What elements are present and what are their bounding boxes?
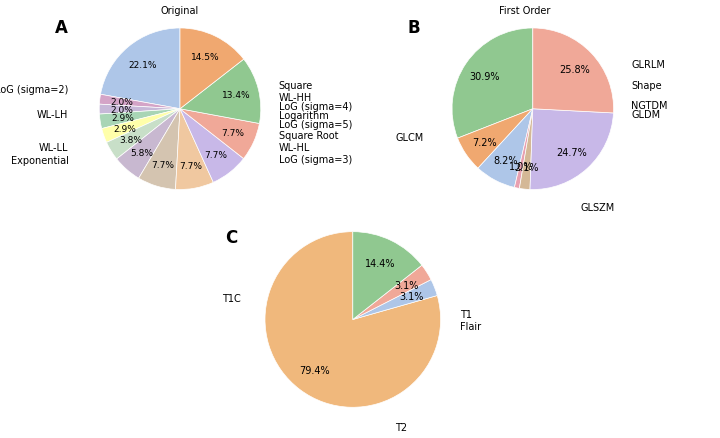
Text: 3.1%: 3.1%	[400, 292, 424, 302]
Text: WL-HL: WL-HL	[279, 142, 310, 152]
Wedge shape	[458, 110, 533, 169]
Wedge shape	[180, 60, 261, 124]
Wedge shape	[530, 110, 613, 190]
Wedge shape	[117, 110, 180, 179]
Text: Original: Original	[161, 6, 199, 16]
Wedge shape	[478, 110, 533, 188]
Wedge shape	[139, 110, 180, 190]
Text: Shape: Shape	[631, 80, 662, 90]
Text: GLSZM: GLSZM	[580, 203, 615, 213]
Wedge shape	[519, 110, 533, 190]
Wedge shape	[180, 29, 244, 110]
Text: 7.7%: 7.7%	[179, 162, 202, 171]
Text: Logarithm: Logarithm	[279, 111, 328, 121]
Text: LoG (sigma=4): LoG (sigma=4)	[279, 102, 352, 112]
Text: LoG (sigma=3): LoG (sigma=3)	[279, 155, 352, 164]
Wedge shape	[180, 110, 259, 159]
Wedge shape	[353, 280, 437, 320]
Text: 22.1%: 22.1%	[128, 60, 157, 70]
Text: 3.1%: 3.1%	[394, 281, 418, 291]
Wedge shape	[99, 110, 180, 129]
Wedge shape	[353, 232, 422, 320]
Text: 2.1%: 2.1%	[515, 162, 539, 172]
Text: NGTDM: NGTDM	[631, 100, 668, 110]
Text: 14.4%: 14.4%	[365, 258, 396, 268]
Wedge shape	[101, 29, 180, 110]
Text: T2: T2	[395, 422, 407, 431]
Wedge shape	[180, 110, 243, 183]
Text: Flair: Flair	[460, 321, 481, 331]
Wedge shape	[533, 29, 613, 114]
Text: 5.8%: 5.8%	[130, 148, 153, 158]
Text: 7.2%: 7.2%	[472, 137, 497, 147]
Text: 25.8%: 25.8%	[559, 64, 590, 74]
Wedge shape	[353, 265, 431, 320]
Text: LoG (sigma=2): LoG (sigma=2)	[0, 85, 68, 95]
Text: GLCM: GLCM	[395, 133, 424, 143]
Text: 2.9%: 2.9%	[114, 124, 137, 133]
Text: 2.9%: 2.9%	[111, 114, 134, 123]
Wedge shape	[514, 110, 533, 189]
Text: T1: T1	[460, 310, 472, 319]
Text: 3.8%: 3.8%	[119, 135, 142, 144]
Wedge shape	[265, 232, 441, 407]
Text: 7.7%: 7.7%	[151, 160, 174, 170]
Text: A: A	[55, 19, 68, 37]
Text: Square: Square	[279, 80, 312, 90]
Text: C: C	[225, 229, 238, 247]
Text: Exponential: Exponential	[11, 155, 68, 165]
Wedge shape	[452, 29, 533, 139]
Text: T1C: T1C	[222, 293, 240, 303]
Wedge shape	[107, 110, 180, 159]
Wedge shape	[99, 105, 180, 115]
Wedge shape	[102, 110, 180, 143]
Text: 2.0%: 2.0%	[111, 98, 134, 107]
Wedge shape	[176, 110, 213, 190]
Text: WL-HH: WL-HH	[279, 93, 312, 103]
Text: 13.4%: 13.4%	[222, 91, 251, 100]
Text: 2.0%: 2.0%	[110, 105, 133, 114]
Text: 30.9%: 30.9%	[469, 72, 500, 82]
Wedge shape	[99, 95, 180, 110]
Text: First Order: First Order	[499, 6, 550, 16]
Text: 24.7%: 24.7%	[557, 147, 588, 157]
Text: GLDM: GLDM	[631, 110, 660, 120]
Text: WL-LH: WL-LH	[37, 110, 68, 120]
Text: 8.2%: 8.2%	[493, 156, 518, 166]
Text: 79.4%: 79.4%	[300, 365, 330, 375]
Text: 14.5%: 14.5%	[192, 53, 220, 62]
Text: 7.7%: 7.7%	[222, 129, 245, 138]
Text: B: B	[408, 19, 420, 37]
Text: WL-LL: WL-LL	[39, 142, 68, 152]
Text: 7.7%: 7.7%	[204, 151, 228, 159]
Text: 1.0%: 1.0%	[509, 161, 534, 171]
Text: Square Root: Square Root	[279, 130, 338, 140]
Text: GLRLM: GLRLM	[631, 60, 665, 70]
Text: LoG (sigma=5): LoG (sigma=5)	[279, 120, 352, 130]
